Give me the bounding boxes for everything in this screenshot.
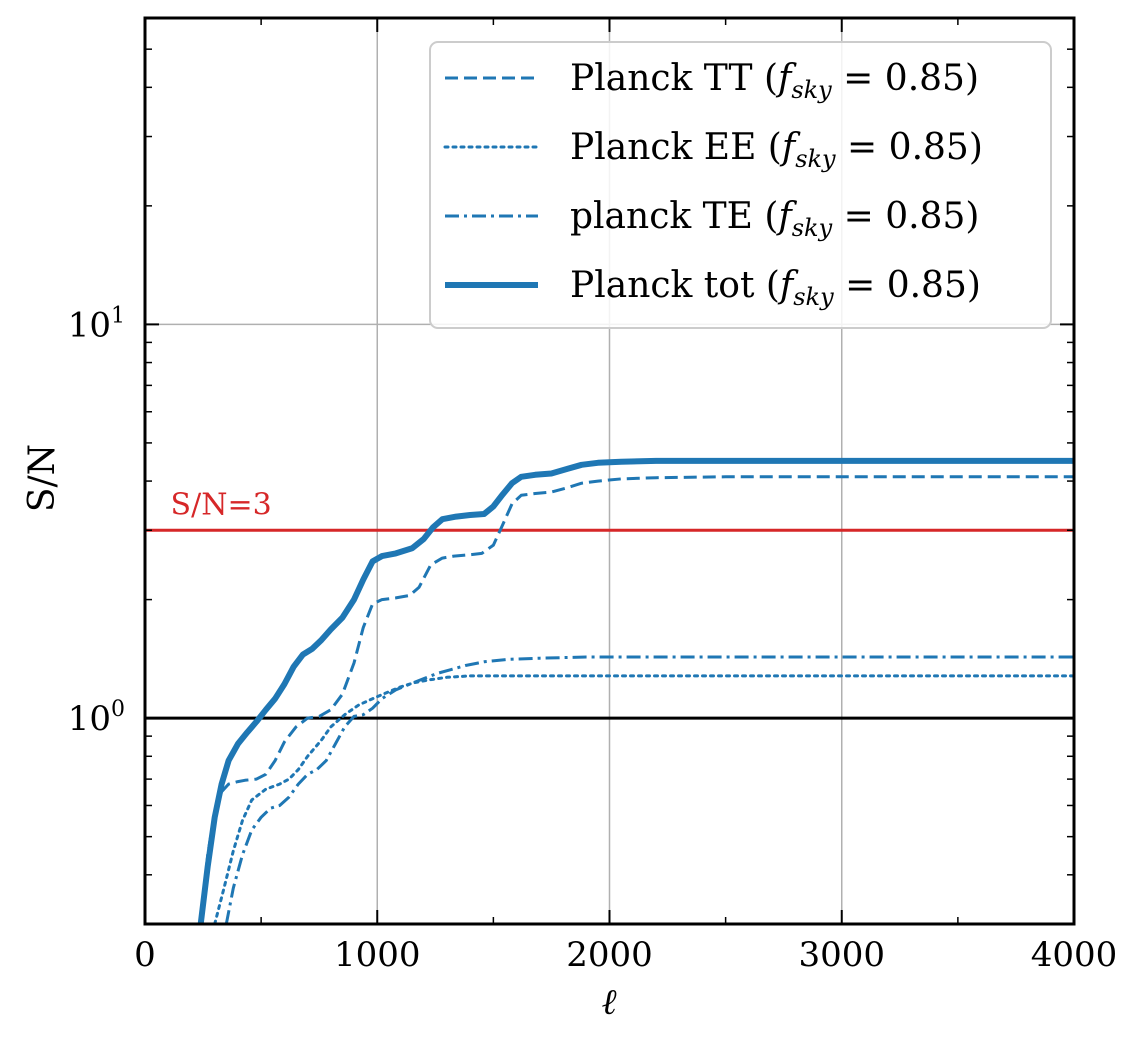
x-tick-label: 2000: [566, 935, 653, 975]
x-tick-label: 3000: [798, 935, 885, 975]
x-tick-label: 1000: [334, 935, 421, 975]
series-line-planck-ee: [213, 674, 1076, 926]
legend-item-planck-te: planck TE (fsky = 0.85): [445, 196, 979, 242]
x-tick-label: 0: [134, 935, 156, 975]
tick-labels: 0 1000 2000 3000 4000 100 101: [68, 303, 1118, 975]
reference-lines: S/N=3: [145, 487, 1074, 720]
x-tick-label: 4000: [1031, 935, 1118, 975]
threshold-label: S/N=3: [171, 487, 272, 522]
legend-item-planck-tt: Planck TT (fsky = 0.85): [445, 58, 979, 104]
series-line-planck-tt: [199, 475, 1074, 925]
legend-label: planck TE (fsky = 0.85): [570, 196, 979, 242]
data-series: [197, 457, 1076, 926]
series-line-planck-tot: [197, 457, 1074, 925]
y-tick-label: 100: [68, 697, 125, 739]
plot-frame: [143, 16, 1076, 926]
legend-label: Planck EE (fsky = 0.85): [570, 127, 983, 173]
series-line-planck-te: [224, 655, 1074, 925]
y-tick-label: 101: [68, 303, 125, 345]
x-axis-label: ℓ: [602, 982, 617, 1023]
legend-label: Planck tot (fsky = 0.85): [570, 265, 981, 311]
y-axis-label: S/N: [22, 444, 63, 512]
legend-box: [429, 41, 1052, 329]
legend: Planck TT (fsky = 0.85) Planck EE (fsky =…: [429, 41, 1052, 329]
legend-label: Planck TT (fsky = 0.85): [570, 58, 979, 104]
